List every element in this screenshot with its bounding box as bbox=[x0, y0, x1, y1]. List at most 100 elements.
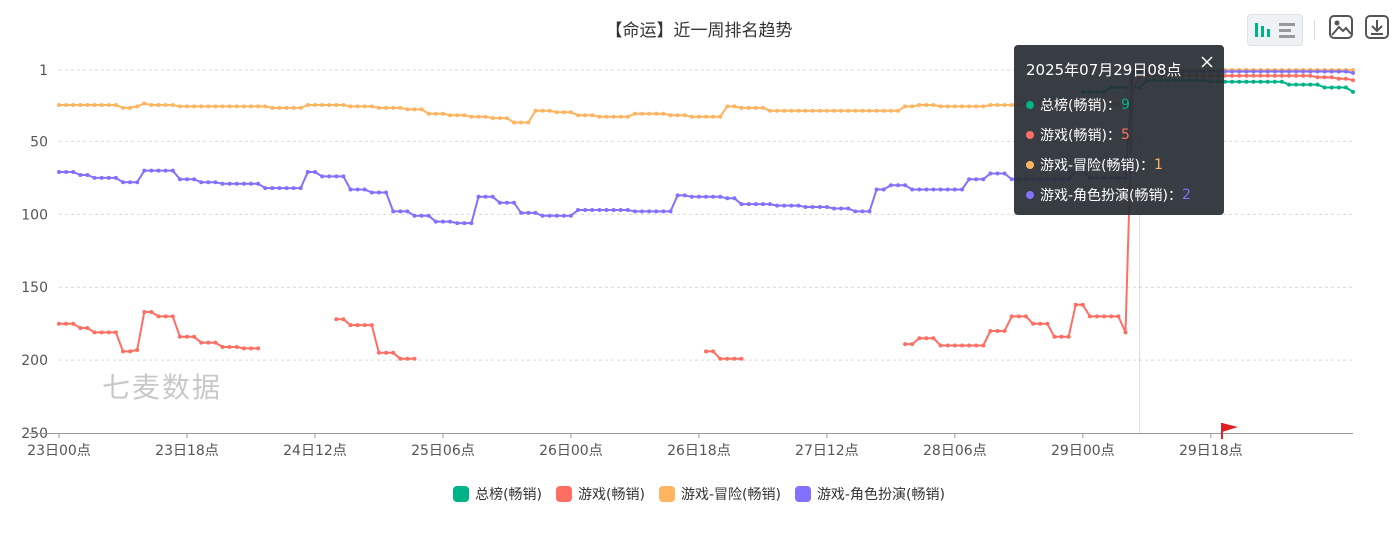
legend-item-games[interactable]: 游戏(畅销) bbox=[556, 484, 645, 504]
data-point bbox=[881, 108, 886, 113]
data-point bbox=[938, 343, 943, 348]
series-dot bbox=[1026, 191, 1034, 199]
data-point bbox=[647, 209, 652, 214]
data-point bbox=[163, 168, 168, 173]
data-point bbox=[846, 108, 851, 113]
legend-item-overall[interactable]: 总榜(畅销) bbox=[453, 484, 542, 504]
data-point bbox=[803, 205, 808, 209]
legend-item-rpg[interactable]: 游戏-角色扮演(畅销) bbox=[794, 484, 945, 504]
data-point bbox=[1080, 302, 1085, 307]
data-point bbox=[1009, 103, 1014, 107]
bar-chart-icon[interactable] bbox=[1253, 20, 1273, 40]
data-point bbox=[1279, 79, 1284, 84]
data-point bbox=[1308, 82, 1313, 87]
data-point bbox=[533, 108, 538, 113]
data-point bbox=[1073, 302, 1078, 307]
data-point bbox=[910, 187, 915, 192]
data-point bbox=[426, 111, 431, 116]
data-point bbox=[945, 104, 950, 109]
data-point bbox=[647, 111, 652, 116]
chart-toolbar bbox=[1246, 14, 1392, 46]
data-point bbox=[576, 208, 580, 212]
tooltip-row: 游戏-角色扮演(畅销)： 2 bbox=[1026, 180, 1212, 210]
data-point bbox=[1315, 69, 1320, 74]
data-point bbox=[412, 356, 417, 361]
legend-label: 游戏-角色扮演(畅销) bbox=[816, 487, 945, 503]
legend-item-adventure[interactable]: 游戏-冒险(畅销) bbox=[658, 484, 781, 504]
data-point bbox=[170, 103, 175, 107]
list-icon[interactable] bbox=[1277, 20, 1297, 40]
data-point bbox=[540, 108, 545, 113]
data-point bbox=[455, 221, 460, 226]
data-point bbox=[931, 187, 936, 192]
data-point bbox=[583, 113, 588, 118]
chart-tooltip: 2025年07月29日08点 总榜(畅销)： 9 游戏(畅销)： 5 游戏-冒险… bbox=[1014, 45, 1224, 215]
tooltip-row: 总榜(畅销)： 9 bbox=[1026, 90, 1212, 120]
data-point bbox=[597, 208, 602, 212]
data-point bbox=[113, 103, 118, 107]
data-point bbox=[824, 108, 829, 113]
data-point bbox=[440, 219, 445, 224]
data-point bbox=[92, 330, 97, 335]
view-switch[interactable] bbox=[1247, 14, 1303, 46]
data-point bbox=[540, 213, 545, 218]
data-point bbox=[220, 345, 225, 349]
data-point bbox=[1265, 69, 1270, 74]
data-point bbox=[1336, 76, 1341, 81]
data-point bbox=[903, 183, 908, 188]
data-point bbox=[718, 356, 723, 361]
data-point bbox=[967, 104, 972, 109]
data-point bbox=[1116, 314, 1121, 319]
download-button[interactable] bbox=[1362, 14, 1392, 44]
data-point bbox=[874, 108, 879, 113]
data-point bbox=[277, 186, 282, 191]
x-tick-label: 24日12点 bbox=[283, 443, 347, 459]
data-point bbox=[775, 108, 780, 113]
data-point bbox=[974, 104, 979, 109]
data-point bbox=[57, 103, 61, 107]
data-point bbox=[995, 103, 1000, 107]
data-point bbox=[554, 213, 559, 218]
data-point bbox=[192, 334, 197, 339]
save-image-button[interactable] bbox=[1326, 14, 1356, 44]
data-point bbox=[106, 103, 111, 107]
data-point bbox=[824, 205, 829, 209]
data-point bbox=[960, 187, 964, 192]
data-point bbox=[1301, 82, 1306, 87]
data-point bbox=[291, 105, 296, 110]
data-point bbox=[128, 105, 133, 110]
data-point bbox=[1322, 85, 1327, 90]
data-point bbox=[419, 107, 424, 112]
data-point bbox=[625, 208, 630, 212]
data-point bbox=[753, 202, 758, 207]
data-point bbox=[967, 343, 972, 348]
data-point bbox=[376, 190, 381, 195]
close-icon[interactable] bbox=[1200, 55, 1214, 69]
x-tick-label: 29日00点 bbox=[1051, 443, 1115, 459]
data-point bbox=[888, 108, 893, 113]
data-point bbox=[234, 181, 239, 186]
data-point bbox=[618, 208, 623, 212]
data-point bbox=[938, 187, 943, 192]
data-point bbox=[369, 190, 374, 195]
data-point bbox=[753, 105, 758, 110]
data-point bbox=[654, 209, 659, 214]
data-point bbox=[931, 103, 936, 107]
data-point bbox=[640, 111, 644, 116]
data-point bbox=[711, 194, 716, 199]
data-point bbox=[1315, 75, 1320, 80]
data-point bbox=[113, 330, 118, 335]
data-point bbox=[64, 103, 69, 107]
data-point bbox=[121, 349, 125, 354]
data-point bbox=[1102, 314, 1107, 319]
data-point bbox=[327, 174, 332, 179]
legend-label: 游戏-冒险(畅销) bbox=[680, 487, 781, 503]
data-point bbox=[256, 181, 261, 186]
data-point bbox=[547, 213, 552, 218]
data-point bbox=[689, 114, 694, 119]
data-point bbox=[597, 114, 602, 119]
data-point bbox=[64, 170, 69, 174]
data-point bbox=[1052, 334, 1057, 339]
data-point bbox=[1343, 69, 1348, 74]
data-point bbox=[1265, 79, 1270, 84]
